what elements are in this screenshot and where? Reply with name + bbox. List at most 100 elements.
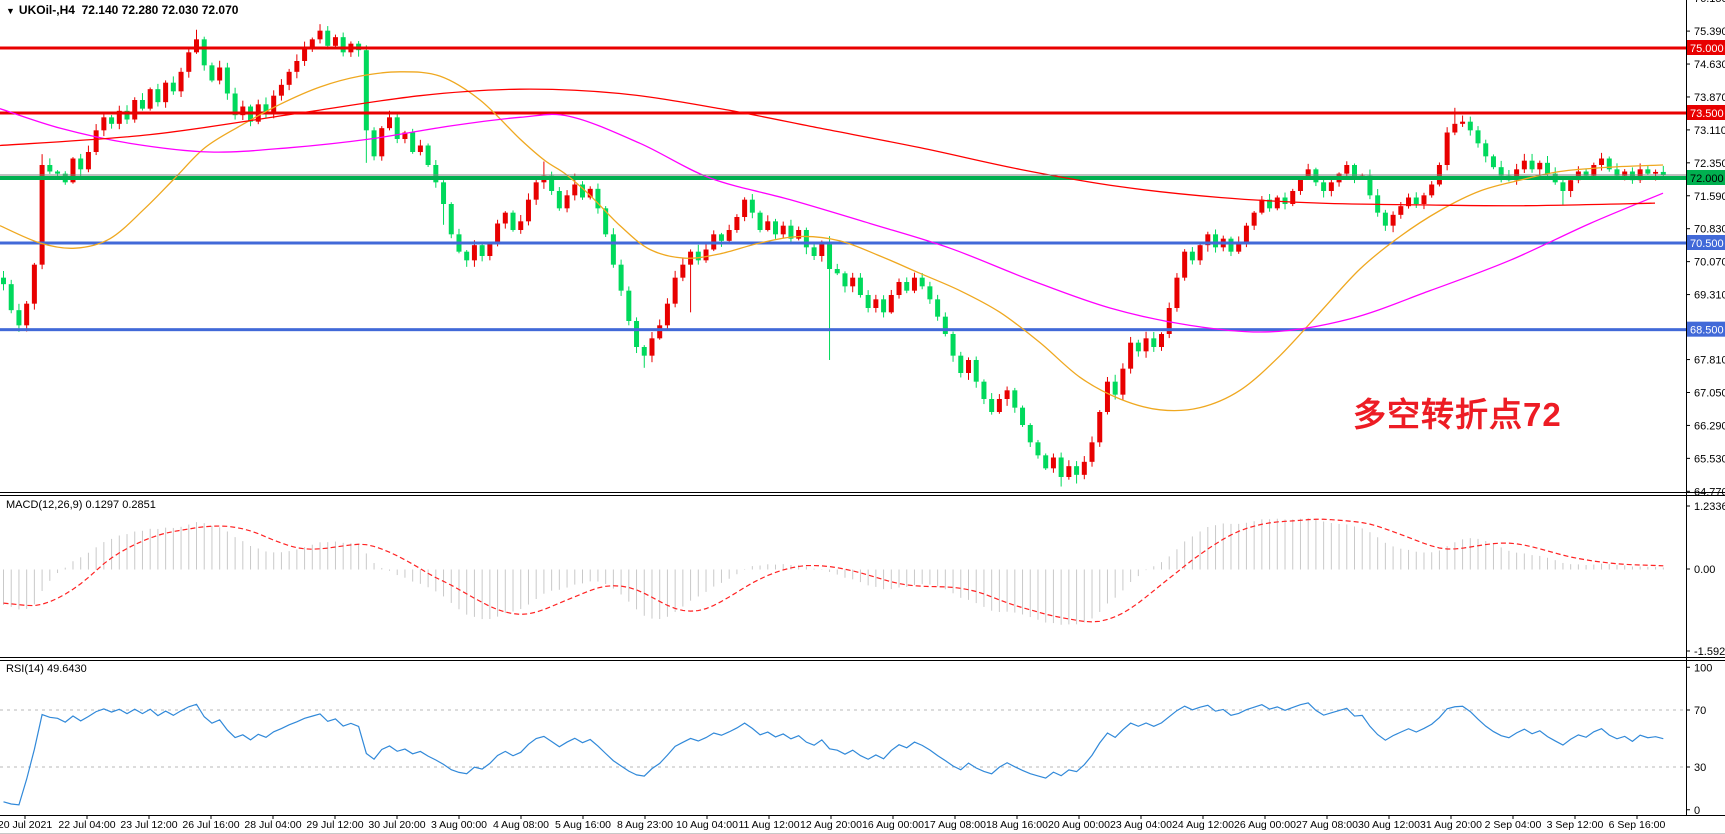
candle-down (549, 175, 555, 191)
candle-up (966, 359, 971, 373)
candle-up (31, 264, 37, 304)
price-tick-label: 76.150 (1694, 0, 1725, 5)
candle-up (1274, 197, 1280, 209)
candle-down (263, 104, 269, 113)
candle-down (904, 281, 910, 291)
candle-up (379, 128, 385, 157)
candle-down (1490, 156, 1496, 168)
candle-up (873, 299, 879, 308)
candle-up (533, 182, 539, 200)
candle-up (1050, 457, 1056, 469)
candle-down (1583, 171, 1589, 176)
candle-up (1460, 121, 1466, 124)
candle-down (441, 182, 447, 204)
candle-up (1521, 160, 1527, 170)
candle-down (340, 37, 346, 53)
candle-up (24, 303, 30, 326)
hline-75.000[interactable] (0, 46, 1686, 50)
candle-up (402, 132, 408, 139)
candle-up (101, 117, 107, 131)
candle-up (1452, 123, 1458, 133)
candle-up (1444, 132, 1450, 165)
candle-up (1236, 242, 1242, 252)
candle-up (850, 277, 856, 287)
price-tick-label: 74.630 (1694, 59, 1725, 71)
candle-down (78, 158, 84, 170)
candle-down (1560, 182, 1566, 191)
candle-up (309, 39, 315, 48)
candle-up (1128, 342, 1134, 369)
candle-down (618, 264, 624, 291)
candle-down (641, 346, 647, 356)
hline-70.500[interactable] (0, 241, 1686, 245)
symbol-name: UKOil-,H4 (18, 3, 75, 17)
candle-down (448, 203, 454, 235)
date-label: 24 Aug 12:00 (1172, 819, 1234, 831)
candle-up (680, 264, 686, 278)
candle-down (170, 82, 176, 92)
rsi-scale-label: 100 (1694, 662, 1712, 674)
macd-indicator-label: MACD(12,26,9) 0.1297 0.2851 (6, 499, 156, 511)
candle-up (765, 221, 771, 230)
candle-down (834, 268, 840, 274)
candle-up (132, 99, 138, 120)
candle-up (911, 277, 917, 291)
macd-value-main: 0.1297 (85, 499, 120, 511)
candle-down (1475, 130, 1481, 144)
candle-up (317, 30, 323, 40)
candle-up (1182, 251, 1188, 278)
candle-up (240, 106, 246, 116)
candle-down (857, 277, 863, 295)
candle-up (1622, 171, 1628, 176)
candle-down (773, 221, 778, 235)
panel-separator (0, 492, 1725, 493)
candle-down (1267, 199, 1273, 209)
candle-up (734, 216, 740, 230)
date-label: 8 Aug 23:00 (617, 819, 673, 831)
candle-down (1112, 381, 1118, 395)
candle-down (1352, 164, 1357, 178)
hline-73.500[interactable] (0, 111, 1686, 115)
candle-down (603, 208, 609, 235)
price-tick-label: 65.530 (1694, 453, 1725, 465)
candle-down (464, 251, 470, 261)
candle-up (116, 110, 122, 124)
candle-up (996, 398, 1002, 412)
symbol-ohlc-values: 72.140 72.280 72.030 72.070 (81, 3, 239, 17)
symbol-collapse-icon[interactable]: ▼ (6, 6, 15, 16)
panel-separator (0, 657, 1725, 658)
price-tick-label: 72.350 (1694, 158, 1725, 170)
candle-up (271, 95, 277, 113)
candle-down (1413, 197, 1419, 204)
candle-up (1205, 234, 1211, 246)
candle-down (201, 39, 207, 66)
candle-up (664, 303, 670, 326)
candle-down (394, 117, 400, 139)
candle-down (1012, 390, 1018, 408)
candle-down (325, 30, 331, 46)
date-label: 12 Aug 20:00 (800, 819, 862, 831)
candle-up (572, 184, 578, 196)
candle-up (796, 229, 802, 239)
hline-72.000[interactable] (0, 175, 1686, 180)
price-tick-label: 70.070 (1694, 257, 1725, 269)
macd-signal-line (3, 518, 1664, 623)
candle-down (124, 110, 130, 120)
candle-up (1259, 199, 1265, 213)
price-badge-label: 73.500 (1690, 108, 1724, 120)
rsi-value: 49.6430 (46, 663, 87, 675)
candle-down (1020, 407, 1026, 425)
hline-68.500[interactable] (0, 328, 1686, 332)
chart-annotation-text: 多空转折点72 (1353, 396, 1562, 433)
price-tick-label: 67.810 (1694, 355, 1725, 367)
candle-up (587, 188, 593, 198)
candle-up (896, 281, 902, 295)
date-label: 18 Aug 16:00 (986, 819, 1048, 831)
candle-up (294, 60, 300, 72)
candle-up (1251, 212, 1257, 226)
date-label: 3 Aug 00:00 (431, 819, 487, 831)
date-label: 30 Jul 20:00 (368, 819, 425, 831)
candle-down (958, 355, 964, 373)
candle-up (1653, 171, 1659, 174)
